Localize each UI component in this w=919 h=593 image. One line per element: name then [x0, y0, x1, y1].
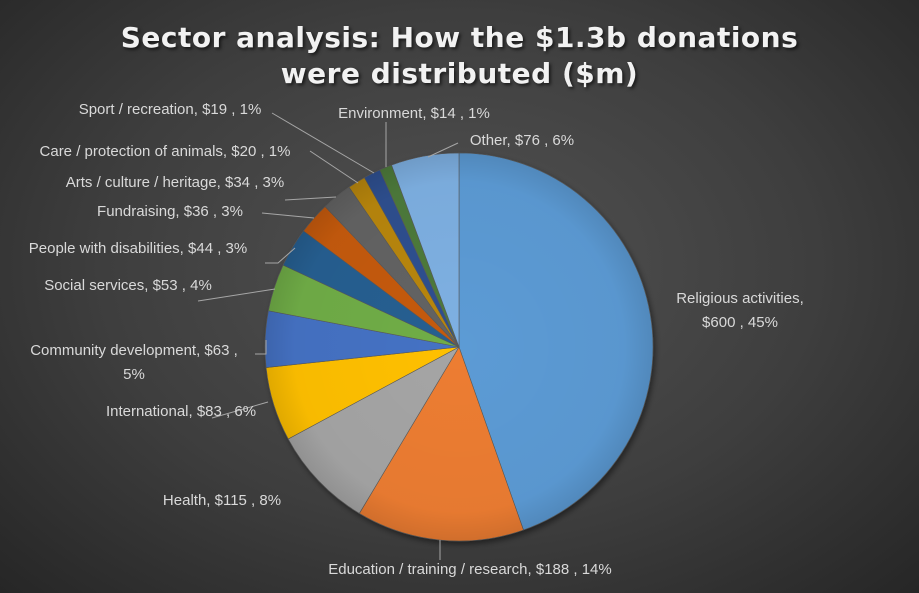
data-label: International, $83 , 6%	[106, 403, 256, 420]
data-label: Religious activities, $600 , 45%	[676, 290, 804, 331]
data-label: Environment, $14 , 1%	[338, 105, 490, 122]
chart-title: Sector analysis: How the $1.3b donations…	[0, 20, 919, 92]
leader-line	[309, 150, 359, 184]
leader-line	[427, 142, 459, 158]
data-label: Arts / culture / heritage, $34 , 3%	[66, 174, 284, 191]
data-label: Community development, $63 , 5%	[30, 342, 238, 383]
data-label: Sport / recreation, $19 , 1%	[79, 101, 262, 118]
data-label: Fundraising, $36 , 3%	[97, 203, 243, 220]
leader-line	[284, 196, 337, 201]
leader-lines	[197, 112, 459, 560]
pie-slices	[264, 152, 654, 542]
data-labels: Religious activities, $600 , 45% Education…	[29, 101, 804, 578]
chart-title-line-1: Sector analysis: How the $1.3b donations	[120, 21, 799, 54]
leader-line	[211, 401, 269, 419]
leader-line	[265, 247, 296, 264]
leader-line	[261, 212, 315, 219]
data-label: Care / protection of animals, $20 , 1%	[40, 143, 291, 160]
data-label: People with disabilities, $44 , 3%	[29, 240, 247, 257]
data-label: Education / training / research, $188 , …	[328, 561, 612, 578]
leader-line	[197, 288, 276, 302]
leader-line	[255, 340, 267, 355]
chart-title-line-2: were distributed ($m)	[280, 57, 639, 90]
data-label: Social services, $53 , 4%	[44, 277, 212, 294]
data-label: Other, $76 , 6%	[470, 132, 574, 149]
data-label: Health, $115 , 8%	[163, 492, 281, 509]
leader-line	[271, 112, 375, 174]
